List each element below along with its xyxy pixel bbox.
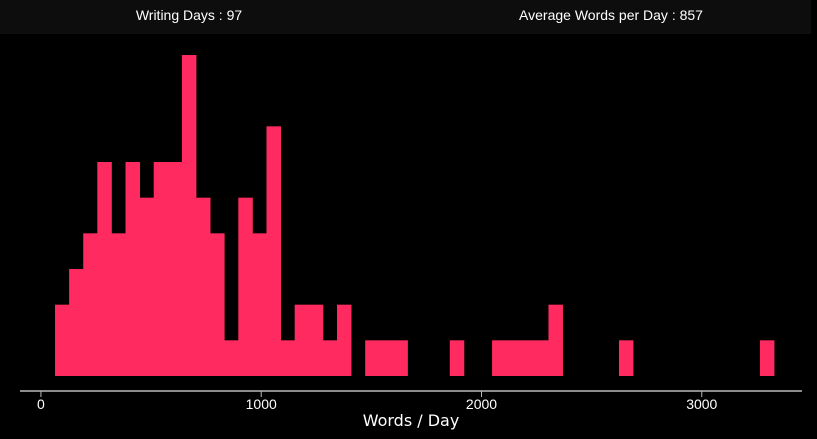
histogram-bar: [167, 162, 183, 376]
histogram-bar: [252, 233, 267, 376]
histogram-bar: [365, 340, 380, 376]
histogram-bar: [153, 162, 169, 376]
histogram-bar: [449, 340, 465, 376]
histogram-bar: [506, 340, 521, 376]
stats-bar: Writing Days : 97 Average Words per Day …: [0, 0, 811, 34]
x-axis-title: Words / Day: [363, 411, 460, 430]
histogram-bar: [83, 233, 98, 376]
histogram-bar: [266, 126, 281, 376]
x-axis-ticks: 0 1000 2000 3000: [37, 391, 718, 412]
histogram-bar: [55, 304, 70, 376]
histogram-bar: [224, 340, 239, 376]
histogram-bar: [534, 340, 549, 376]
histogram-bar: [548, 304, 563, 376]
histogram-bar: [280, 340, 296, 376]
histogram-bar: [308, 304, 324, 376]
x-tick-label: 0: [37, 396, 45, 412]
histogram-bar: [322, 340, 338, 376]
histogram-bar: [336, 304, 352, 376]
histogram-bar: [294, 304, 310, 376]
histogram-bar: [520, 340, 535, 376]
histogram-bar: [111, 233, 126, 376]
x-tick-label: 2000: [466, 396, 497, 412]
histogram-bar: [618, 340, 634, 376]
histogram-bars: [55, 55, 775, 376]
histogram-bar: [759, 340, 775, 376]
histogram-bar: [492, 340, 507, 376]
histogram-bar: [97, 162, 112, 376]
histogram-bar: [379, 340, 394, 376]
writing-days-stat: Writing Days : 97: [135, 7, 243, 23]
histogram-bar: [69, 269, 84, 376]
histogram-bar: [238, 197, 253, 376]
histogram-bar: [139, 197, 155, 376]
histogram-bar: [125, 162, 141, 376]
x-tick-label: 3000: [686, 396, 717, 412]
histogram-bar: [196, 197, 211, 376]
histogram-bar: [393, 340, 408, 376]
x-tick-label: 1000: [246, 396, 277, 412]
average-words-stat: Average Words per Day : 857: [519, 7, 703, 23]
histogram-bar: [210, 233, 225, 376]
histogram-bar: [181, 55, 197, 376]
